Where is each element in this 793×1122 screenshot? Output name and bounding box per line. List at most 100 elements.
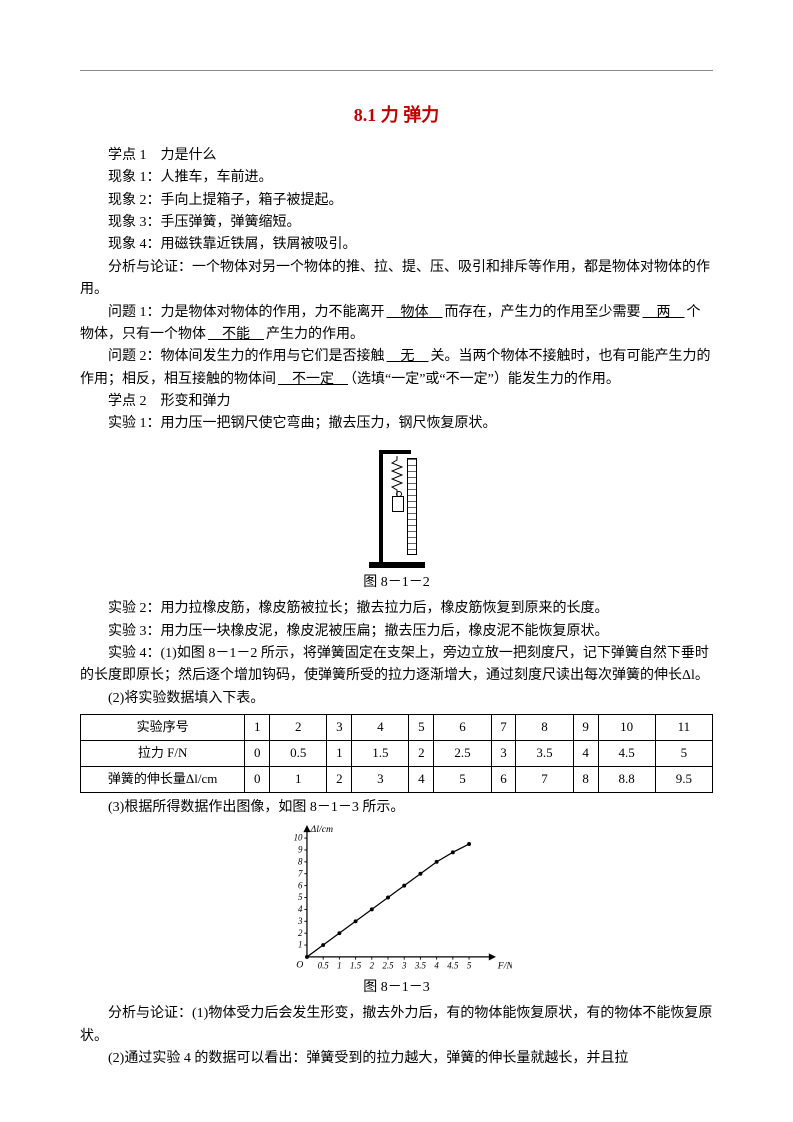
figure-2-caption: 图 8－1－3	[80, 977, 713, 999]
table-row: 实验序号1234567891011	[81, 715, 713, 741]
table-cell: 4	[352, 715, 409, 741]
spring-icon	[391, 456, 403, 496]
table-cell: 1	[270, 766, 327, 792]
table-cell: 2	[327, 766, 352, 792]
table-cell: 8	[573, 766, 598, 792]
table-row: 弹簧的伸长量Δl/cm0123456788.89.5	[81, 766, 713, 792]
svg-text:F/N: F/N	[496, 961, 511, 972]
table-row-label: 实验序号	[81, 715, 245, 741]
phenomenon-2: 现象 2：手向上提箱子，箱子被提起。	[80, 190, 713, 212]
table-cell: 7	[491, 715, 516, 741]
table-cell: 1	[245, 715, 270, 741]
svg-text:4: 4	[298, 904, 303, 914]
svg-text:1.5: 1.5	[350, 961, 362, 971]
document-page: 8.1 力 弹力 学点 1 力是什么 现象 1：人推车，车前进。 现象 2：手向…	[0, 0, 793, 1122]
svg-text:O: O	[296, 960, 303, 971]
svg-text:4: 4	[434, 961, 439, 971]
q1-part-b: 而存在，产生力的作用至少需要	[445, 305, 641, 320]
svg-text:1: 1	[337, 961, 341, 971]
table-cell: 3	[491, 741, 516, 767]
table-cell: 4	[409, 766, 434, 792]
conclusion-1: 分析与论证：(1)物体受力后会发生形变，撤去外力后，有的物体能恢复原状，有的物体…	[80, 1003, 713, 1048]
table-cell: 0	[245, 741, 270, 767]
experiment-4-1: 实验 4：(1)如图 8－1－2 所示，将弹簧固定在支架上，旁边立放一把刻度尺，…	[80, 643, 713, 688]
table-cell: 8.8	[598, 766, 655, 792]
experiment-3: 实验 3：用力压一块橡皮泥，橡皮泥被压扁；撤去压力后，橡皮泥不能恢复原状。	[80, 621, 713, 643]
experiment-4-2: (2)将实验数据填入下表。	[80, 688, 713, 710]
table-cell: 5	[655, 741, 712, 767]
table-cell: 2	[409, 741, 434, 767]
figure-1-caption: 图 8－1－2	[80, 572, 713, 594]
table-cell: 3	[327, 715, 352, 741]
section-heading-2: 学点 2 形变和弹力	[80, 391, 713, 413]
table-cell: 6	[434, 715, 491, 741]
q2-blank-1: 无	[385, 349, 431, 364]
svg-text:7: 7	[298, 868, 303, 878]
table-cell: 11	[655, 715, 712, 741]
chart-figure: 1 2 3 4 5 6 78 9 10 0.5 1 1.5 2 2.5 3 3.5 4 4.5 5 O F/N Δl/cm	[282, 825, 512, 975]
table-row-label: 拉力 F/N	[81, 741, 245, 767]
question-2: 问题 2：物体间发生力的作用与它们是否接触 无 关。当两个物体不接触时，也有可能…	[80, 346, 713, 391]
table-cell: 0.5	[270, 741, 327, 767]
experiment-1: 实验 1：用力压一把钢尺使它弯曲；撤去压力，钢尺恢复原状。	[80, 413, 713, 435]
q1-blank-1: 物体	[385, 305, 445, 320]
table-cell: 4	[573, 741, 598, 767]
table-cell: 2	[270, 715, 327, 741]
section-heading-1: 学点 1 力是什么	[80, 145, 713, 167]
experiment-2: 实验 2：用力拉橡皮筋，橡皮筋被拉长；撤去拉力后，橡皮筋恢复到原来的长度。	[80, 598, 713, 620]
table-cell: 7	[516, 766, 573, 792]
svg-text:2.5: 2.5	[382, 961, 394, 971]
svg-text:5: 5	[298, 892, 303, 902]
table-row: 拉力 F/N00.511.522.533.544.55	[81, 741, 713, 767]
svg-text:1: 1	[298, 940, 302, 950]
svg-text:5: 5	[466, 961, 471, 971]
q2-part-a: 问题 2：物体间发生力的作用与它们是否接触	[108, 349, 385, 364]
table-cell: 10	[598, 715, 655, 741]
q1-blank-3: 不能	[206, 327, 266, 342]
table-cell: 6	[491, 766, 516, 792]
table-cell: 9	[573, 715, 598, 741]
figure-spring-stand	[80, 448, 713, 568]
svg-text:4.5: 4.5	[447, 961, 459, 971]
spring-stand-diagram	[377, 448, 417, 568]
svg-text:9: 9	[298, 845, 303, 855]
svg-text:8: 8	[298, 857, 303, 867]
svg-text:2: 2	[298, 928, 303, 938]
table-cell: 5	[409, 715, 434, 741]
experiment-4-3: (3)根据所得数据作出图像，如图 8－1－3 所示。	[80, 797, 713, 819]
stand-arm	[379, 450, 411, 454]
q1-part-d: 产生力的作用。	[266, 327, 364, 342]
table-cell: 8	[516, 715, 573, 741]
table-cell: 5	[434, 766, 491, 792]
q2-part-c: （选填“一定”或“不一定”）能发生力的作用。	[350, 372, 620, 387]
q1-part-a: 问题 1：力是物体对物体的作用，力不能离开	[108, 305, 385, 320]
svg-text:2: 2	[369, 961, 374, 971]
svg-text:3: 3	[297, 916, 303, 926]
svg-text:0.5: 0.5	[317, 961, 329, 971]
svg-text:3: 3	[400, 961, 406, 971]
q2-blank-2: 不一定	[276, 372, 350, 387]
table-cell: 1.5	[352, 741, 409, 767]
svg-text:10: 10	[293, 833, 302, 843]
page-title: 8.1 力 弹力	[80, 101, 713, 130]
phenomenon-3: 现象 3：手压弹簧，弹簧缩短。	[80, 212, 713, 234]
hook-weight-icon	[392, 496, 404, 512]
table-row-label: 弹簧的伸长量Δl/cm	[81, 766, 245, 792]
phenomenon-4: 现象 4：用磁铁靠近铁屑，铁屑被吸引。	[80, 234, 713, 256]
question-1: 问题 1：力是物体对物体的作用，力不能离开 物体 而存在，产生力的作用至少需要 …	[80, 302, 713, 347]
table-cell: 9.5	[655, 766, 712, 792]
data-table: 实验序号1234567891011拉力 F/N00.511.522.533.54…	[80, 714, 713, 792]
table-cell: 2.5	[434, 741, 491, 767]
table-cell: 1	[327, 741, 352, 767]
svg-text:Δl/cm: Δl/cm	[309, 825, 333, 835]
svg-text:3.5: 3.5	[413, 961, 426, 971]
table-cell: 3.5	[516, 741, 573, 767]
svg-text:6: 6	[298, 880, 303, 890]
stand-pole	[379, 454, 383, 562]
stand-base	[369, 562, 425, 568]
table-cell: 0	[245, 766, 270, 792]
q1-blank-2: 两	[641, 305, 687, 320]
analysis-text: 分析与论证：一个物体对另一个物体的推、拉、提、压、吸引和排斥等作用，都是物体对物…	[80, 257, 713, 302]
table-cell: 4.5	[598, 741, 655, 767]
phenomenon-1: 现象 1：人推车，车前进。	[80, 167, 713, 189]
